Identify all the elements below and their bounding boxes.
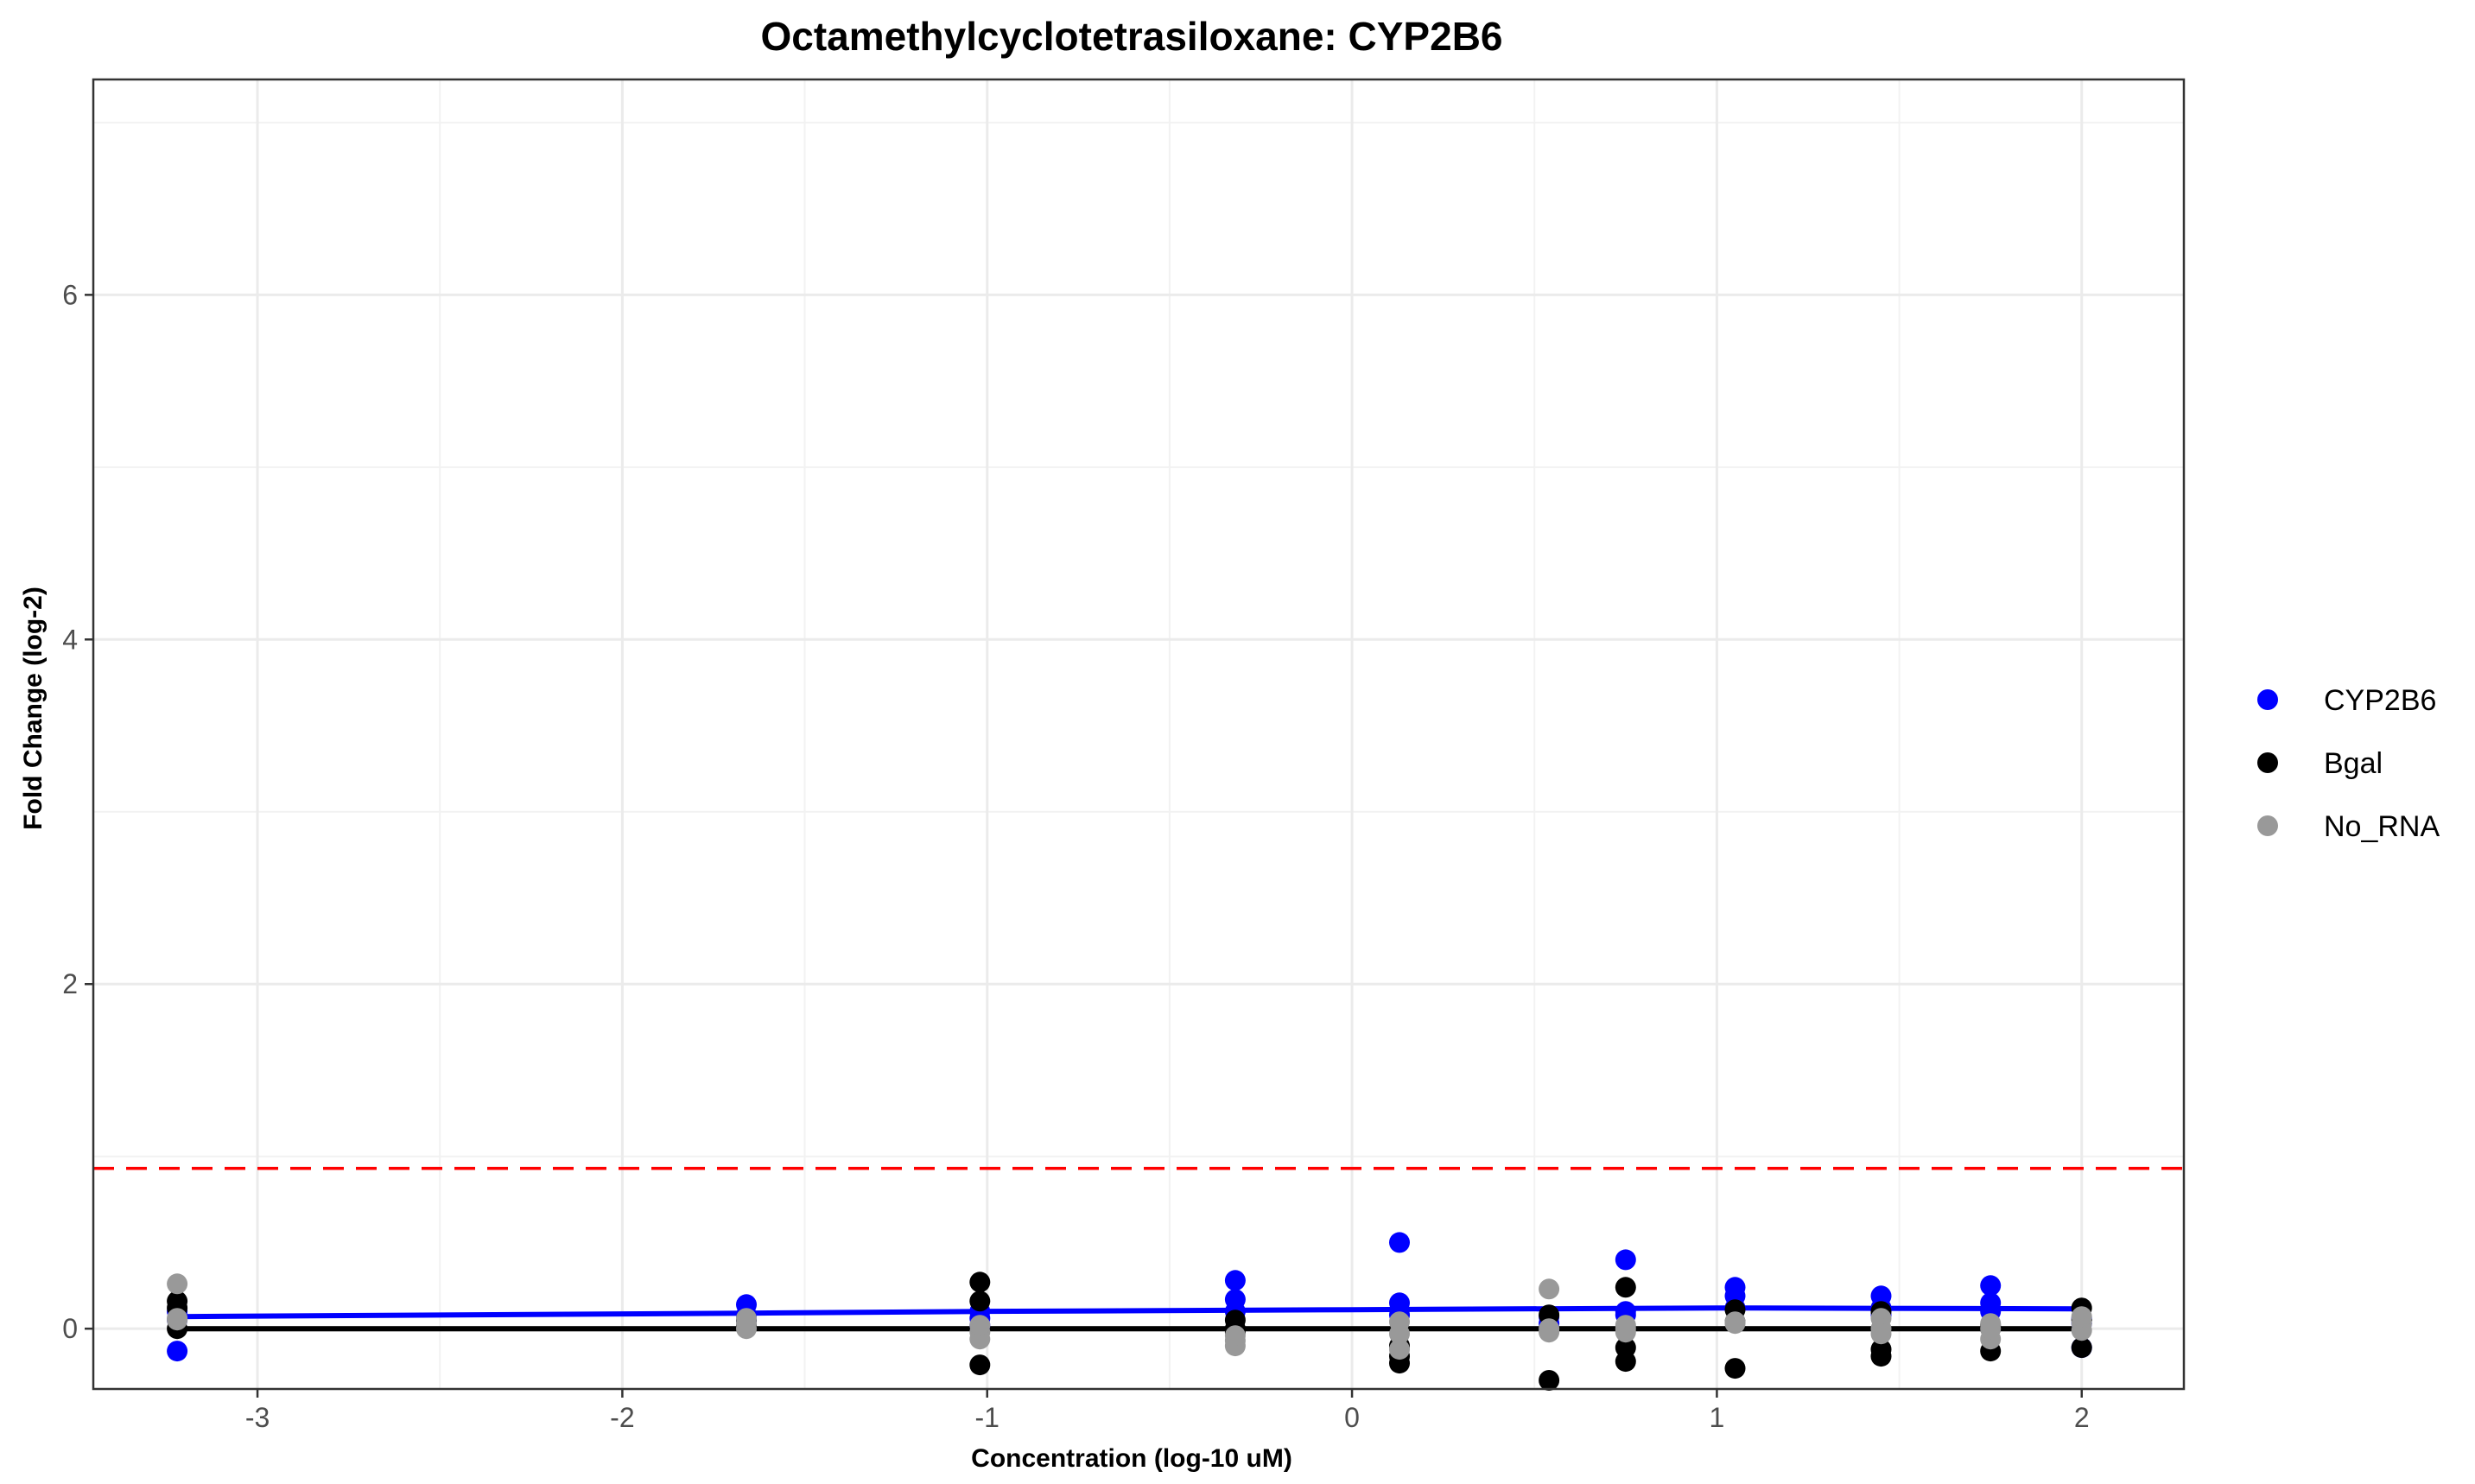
point-bgal (1615, 1351, 1636, 1373)
legend-key-no-rna (2257, 815, 2278, 836)
y-tick-label: 2 (62, 968, 78, 999)
point-cyp2b6 (1389, 1232, 1410, 1253)
point-bgal (1724, 1358, 1746, 1379)
point-no-rna (1539, 1278, 1560, 1300)
point-no-rna (1724, 1311, 1746, 1333)
legend-key-bgal (2257, 752, 2278, 773)
legend-label: Bgal (2324, 747, 2383, 780)
point-cyp2b6 (1615, 1249, 1636, 1271)
grid-major (93, 79, 2184, 1389)
y-tick-label: 0 (62, 1313, 78, 1344)
legend-label: No_RNA (2324, 810, 2440, 843)
plot-panel-border (92, 78, 2186, 1391)
x-axis-title: Concentration (log-10 uM) (971, 1444, 1292, 1473)
point-cyp2b6 (167, 1341, 188, 1362)
point-bgal (969, 1291, 991, 1312)
x-tick-label: -1 (975, 1402, 1000, 1433)
point-no-rna (1539, 1322, 1560, 1343)
point-no-rna (1615, 1315, 1636, 1336)
data-points (167, 1232, 2092, 1391)
point-no-rna (1224, 1325, 1246, 1347)
point-no-rna (969, 1315, 991, 1336)
point-no-rna (167, 1273, 188, 1295)
point-no-rna (1389, 1323, 1410, 1345)
chart-title: Octamethylcyclotetrasiloxane: CYP2B6 (760, 14, 1502, 59)
point-bgal (969, 1354, 991, 1376)
legend: CYP2B6 Bgal No_RNA (2257, 684, 2440, 843)
grid-minor (93, 79, 2184, 1389)
point-no-rna (736, 1318, 757, 1340)
legend-label: CYP2B6 (2324, 684, 2436, 717)
point-no-rna (1980, 1318, 2002, 1340)
point-cyp2b6 (1980, 1275, 2002, 1297)
point-no-rna (167, 1308, 188, 1329)
x-tick-label: 2 (2074, 1402, 2090, 1433)
point-no-rna (2071, 1306, 2092, 1328)
point-no-rna (1389, 1339, 1410, 1360)
x-tick-label: 1 (1710, 1402, 1725, 1433)
x-tick-label: -3 (245, 1402, 270, 1433)
x-tick-label: 0 (1344, 1402, 1360, 1433)
point-bgal (969, 1272, 991, 1293)
point-bgal (1539, 1370, 1560, 1391)
y-tick-label: 6 (62, 279, 78, 310)
x-tick-label: -2 (610, 1402, 634, 1433)
point-bgal (1870, 1346, 1892, 1367)
point-cyp2b6 (1224, 1270, 1246, 1291)
x-axis-ticks: -3 -2 -1 0 1 2 (245, 1389, 2090, 1433)
fit-lines (177, 1305, 2082, 1332)
legend-key-cyp2b6 (2257, 689, 2278, 710)
y-axis-ticks: 0 2 4 6 (62, 279, 93, 1344)
fit-line-cyp2b6 (177, 1305, 2082, 1320)
y-tick-label: 4 (62, 624, 78, 655)
point-bgal (2071, 1337, 2092, 1359)
point-bgal (1615, 1277, 1636, 1298)
y-axis-title: Fold Change (log-2) (19, 587, 48, 830)
point-no-rna (1870, 1323, 1892, 1345)
